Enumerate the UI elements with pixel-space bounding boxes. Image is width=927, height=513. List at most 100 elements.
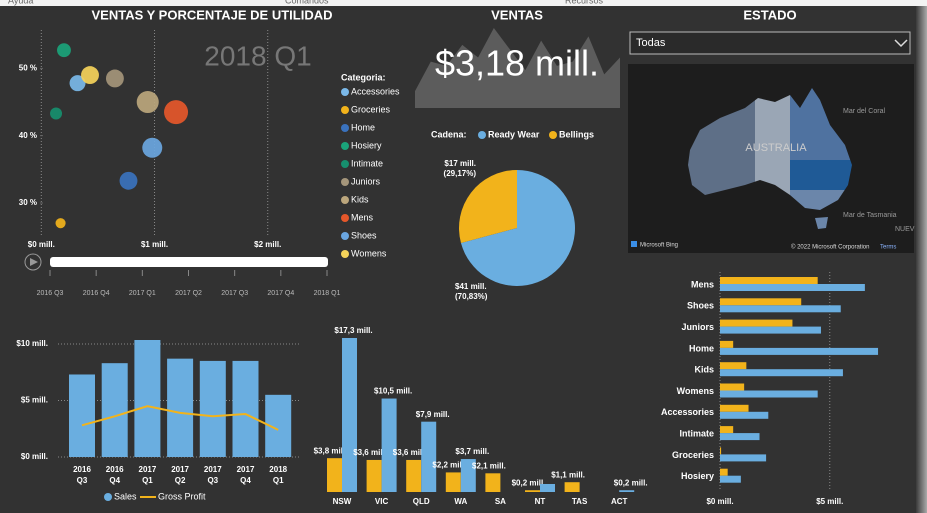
x-tick-label: Q1 — [273, 476, 284, 485]
x-tick-label: 2016 — [106, 465, 124, 474]
data-label: (70,83%) — [455, 292, 488, 301]
watermark: 2018 Q1 — [204, 40, 311, 71]
legend-label: Gross Profit — [158, 491, 206, 501]
bar — [720, 340, 734, 348]
pie-slice — [460, 170, 575, 287]
legend-label: Sales — [114, 491, 137, 501]
data-label: $7,9 mill. — [416, 410, 450, 419]
bar — [720, 447, 722, 455]
legend-swatch — [104, 493, 112, 501]
y-tick-label: Mens — [691, 279, 714, 289]
dropdown-box[interactable] — [629, 31, 911, 55]
dropdown-value[interactable]: Todas — [636, 37, 666, 49]
bar — [381, 398, 397, 492]
bubble — [136, 90, 159, 114]
menu-item[interactable]: Ayuda — [8, 0, 33, 5]
map-title: ESTADO — [743, 7, 796, 22]
x-tick-label: SA — [495, 497, 506, 506]
x-tick-label: 2017 — [139, 465, 157, 474]
map-label: NUEV — [895, 226, 915, 233]
legend-label: Intimate — [351, 158, 383, 168]
state-tas — [815, 217, 828, 229]
x-tick-label: $0 mill. — [706, 497, 733, 506]
x-tick-label: Q4 — [109, 476, 120, 485]
menu-bar — [0, 0, 927, 6]
map-label: Mar de Tasmania — [843, 212, 897, 219]
bar — [720, 305, 841, 313]
bubble — [119, 171, 138, 190]
x-tick-label: $0 mill. — [28, 240, 55, 249]
y-tick-label: Hosiery — [681, 471, 714, 481]
play-axis-label: 2017 Q3 — [221, 290, 248, 297]
kpi-value: $3,18 mill. — [435, 43, 599, 84]
x-tick-label: TAS — [572, 497, 588, 506]
x-tick-label: 2018 — [269, 465, 287, 474]
bar — [720, 404, 749, 412]
menu-item[interactable]: Comandos — [285, 0, 329, 5]
legend-swatch — [341, 178, 349, 186]
bar — [720, 411, 769, 419]
bar — [199, 360, 226, 457]
bar — [485, 473, 501, 492]
data-label: $41 mill. — [455, 282, 487, 291]
legend-swatch — [549, 131, 557, 139]
data-label: $3,7 mill. — [455, 447, 489, 456]
bar — [720, 298, 802, 306]
y-tick-label: $10 mill. — [16, 339, 48, 348]
bar — [101, 363, 128, 457]
x-tick-label: Q3 — [77, 476, 88, 485]
bar — [342, 338, 357, 492]
legend-title: Categoria: — [341, 72, 386, 82]
bar — [421, 421, 437, 492]
bubble — [164, 100, 189, 125]
menu-item[interactable]: Recursos — [565, 0, 604, 5]
bar — [69, 374, 95, 457]
y-tick-label: Kids — [694, 365, 714, 375]
bar — [540, 483, 555, 492]
bar — [720, 326, 821, 334]
x-tick-label: 2017 — [237, 465, 255, 474]
play-axis-label: 2016 Q4 — [83, 290, 110, 297]
y-tick-label: 30 % — [19, 198, 37, 207]
x-tick-label: ACT — [611, 497, 628, 506]
legend-swatch — [341, 124, 349, 132]
x-tick-label: Q1 — [142, 476, 153, 485]
data-label: (29,17%) — [444, 169, 477, 178]
y-tick-label: Shoes — [687, 301, 714, 311]
play-axis-label: 2017 Q2 — [175, 290, 202, 297]
dropdown[interactable]: Todas — [629, 31, 911, 55]
y-tick-label: 40 % — [19, 131, 37, 140]
bubble — [142, 137, 163, 158]
bar — [720, 475, 741, 483]
bar — [366, 459, 382, 492]
window-edge — [916, 6, 927, 513]
y-tick-label: Groceries — [672, 450, 714, 460]
x-tick-label: 2017 — [171, 465, 189, 474]
bar — [720, 369, 843, 377]
bubble — [69, 75, 86, 92]
legend-label: Shoes — [351, 230, 377, 240]
bar — [460, 459, 476, 492]
data-label: $3,6 mill. — [393, 448, 427, 457]
dropdown-chevron[interactable] — [894, 39, 908, 48]
bar — [720, 277, 818, 284]
x-tick-label: $1 mill. — [141, 240, 168, 249]
bar — [720, 284, 865, 291]
map-terms[interactable]: Terms — [880, 245, 896, 251]
bar — [720, 383, 745, 391]
data-label: $10,5 mill. — [374, 387, 412, 396]
x-tick-label: WA — [454, 497, 467, 506]
x-tick-label: $5 mill. — [816, 497, 843, 506]
x-tick-label: VIC — [375, 497, 389, 506]
y-tick-label: 50 % — [19, 63, 37, 72]
y-tick-label: $0 mill. — [21, 452, 48, 461]
bubble — [105, 69, 124, 88]
data-label: $3,6 mill. — [353, 448, 387, 457]
chart-title: VENTAS Y PORCENTAJE DE UTILIDAD — [91, 7, 332, 22]
x-tick-label: Q2 — [175, 476, 186, 485]
x-tick-label: NT — [535, 497, 546, 506]
legend-title: Cadena: — [431, 129, 467, 139]
bar — [720, 468, 728, 476]
y-tick-label: Accessories — [661, 407, 714, 417]
bar — [619, 490, 635, 492]
